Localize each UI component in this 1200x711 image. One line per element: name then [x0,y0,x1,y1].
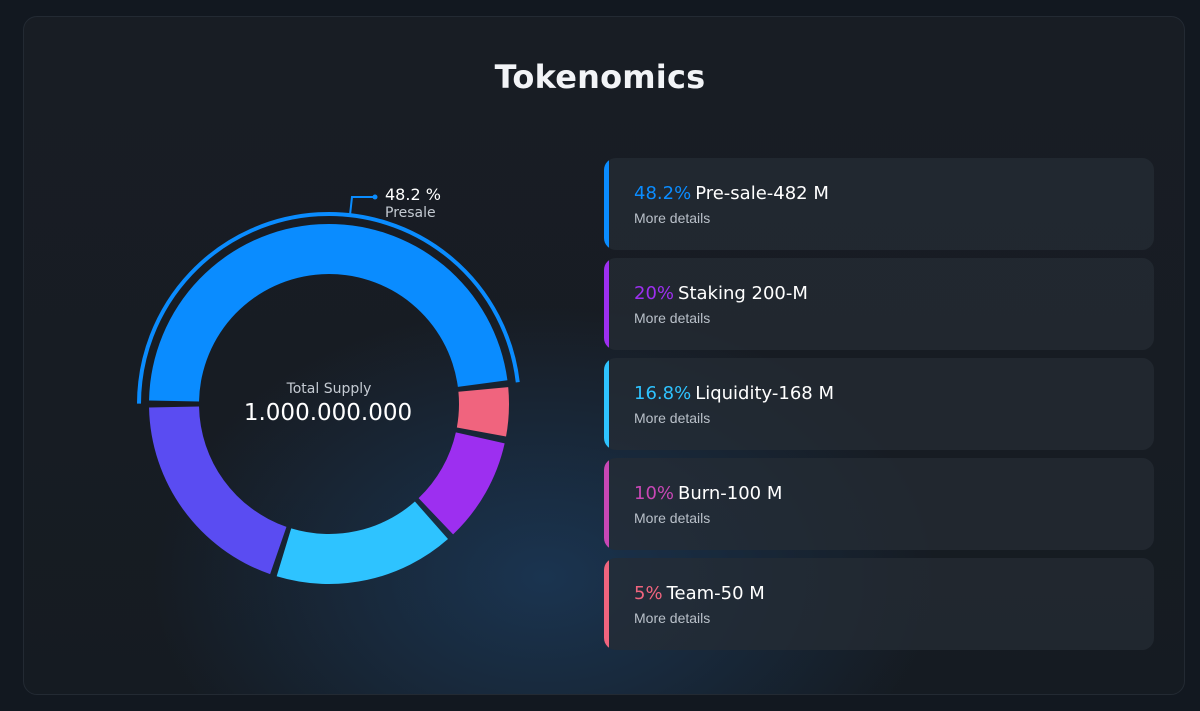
card-heading: 48.2% Pre-sale-482 M [634,183,829,204]
card-heading: 5% Team-50 M [634,583,765,604]
card-percent: 10% [634,483,675,504]
presale-highlight-arc [137,212,520,404]
card-accent-bar [604,358,609,450]
more-details-link[interactable]: More details [634,310,711,326]
more-details-link[interactable]: More details [634,510,711,526]
card-percent: 48.2% [634,183,692,204]
card-accent-bar [604,458,609,550]
card-accent-bar [604,558,609,650]
card-percent: 16.8% [634,383,692,404]
more-details-link[interactable]: More details [634,210,711,226]
card-name: Team-50 M [666,583,765,604]
more-details-link[interactable]: More details [634,410,711,426]
donut-slices [149,223,509,584]
card-accent-bar [604,158,609,250]
allocation-card[interactable]: 48.2% Pre-sale-482 M More details [604,158,1154,250]
card-heading: 16.8% Liquidity-168 M [634,383,834,404]
allocation-card[interactable]: 5% Team-50 M More details [604,558,1154,650]
slice-pre-sale[interactable] [149,223,508,402]
allocation-card[interactable]: 20% Staking 200-M More details [604,258,1154,350]
allocation-card[interactable]: 16.8% Liquidity-168 M More details [604,358,1154,450]
card-name: Pre-sale-482 M [695,183,829,204]
card-name: Burn-100 M [678,483,783,504]
more-details-link[interactable]: More details [634,610,711,626]
card-name: Staking 200-M [678,283,808,304]
total-supply-label: Total Supply [286,381,372,397]
total-supply-value: 1.000.000.000 [244,400,412,426]
slice-liquidity[interactable] [276,501,448,584]
page-title: Tokenomics [494,58,706,96]
card-heading: 20% Staking 200-M [634,283,808,304]
card-percent: 20% [634,283,675,304]
callout-dot [372,194,378,200]
callout-label: Presale [385,205,436,221]
card-name: Liquidity-168 M [695,383,834,404]
slice-staking[interactable] [418,432,505,535]
slice-burn[interactable] [149,406,287,575]
donut-chart: 48.2 % Presale Total Supply 1.000.000.00… [137,185,520,584]
card-percent: 5% [634,583,663,604]
card-accent-bar [604,258,609,350]
slice-team[interactable] [456,387,509,437]
allocation-card[interactable]: 10% Burn-100 M More details [604,458,1154,550]
card-heading: 10% Burn-100 M [634,483,782,504]
callout-leader-line [349,196,375,216]
callout-value: 48.2 % [385,185,441,204]
